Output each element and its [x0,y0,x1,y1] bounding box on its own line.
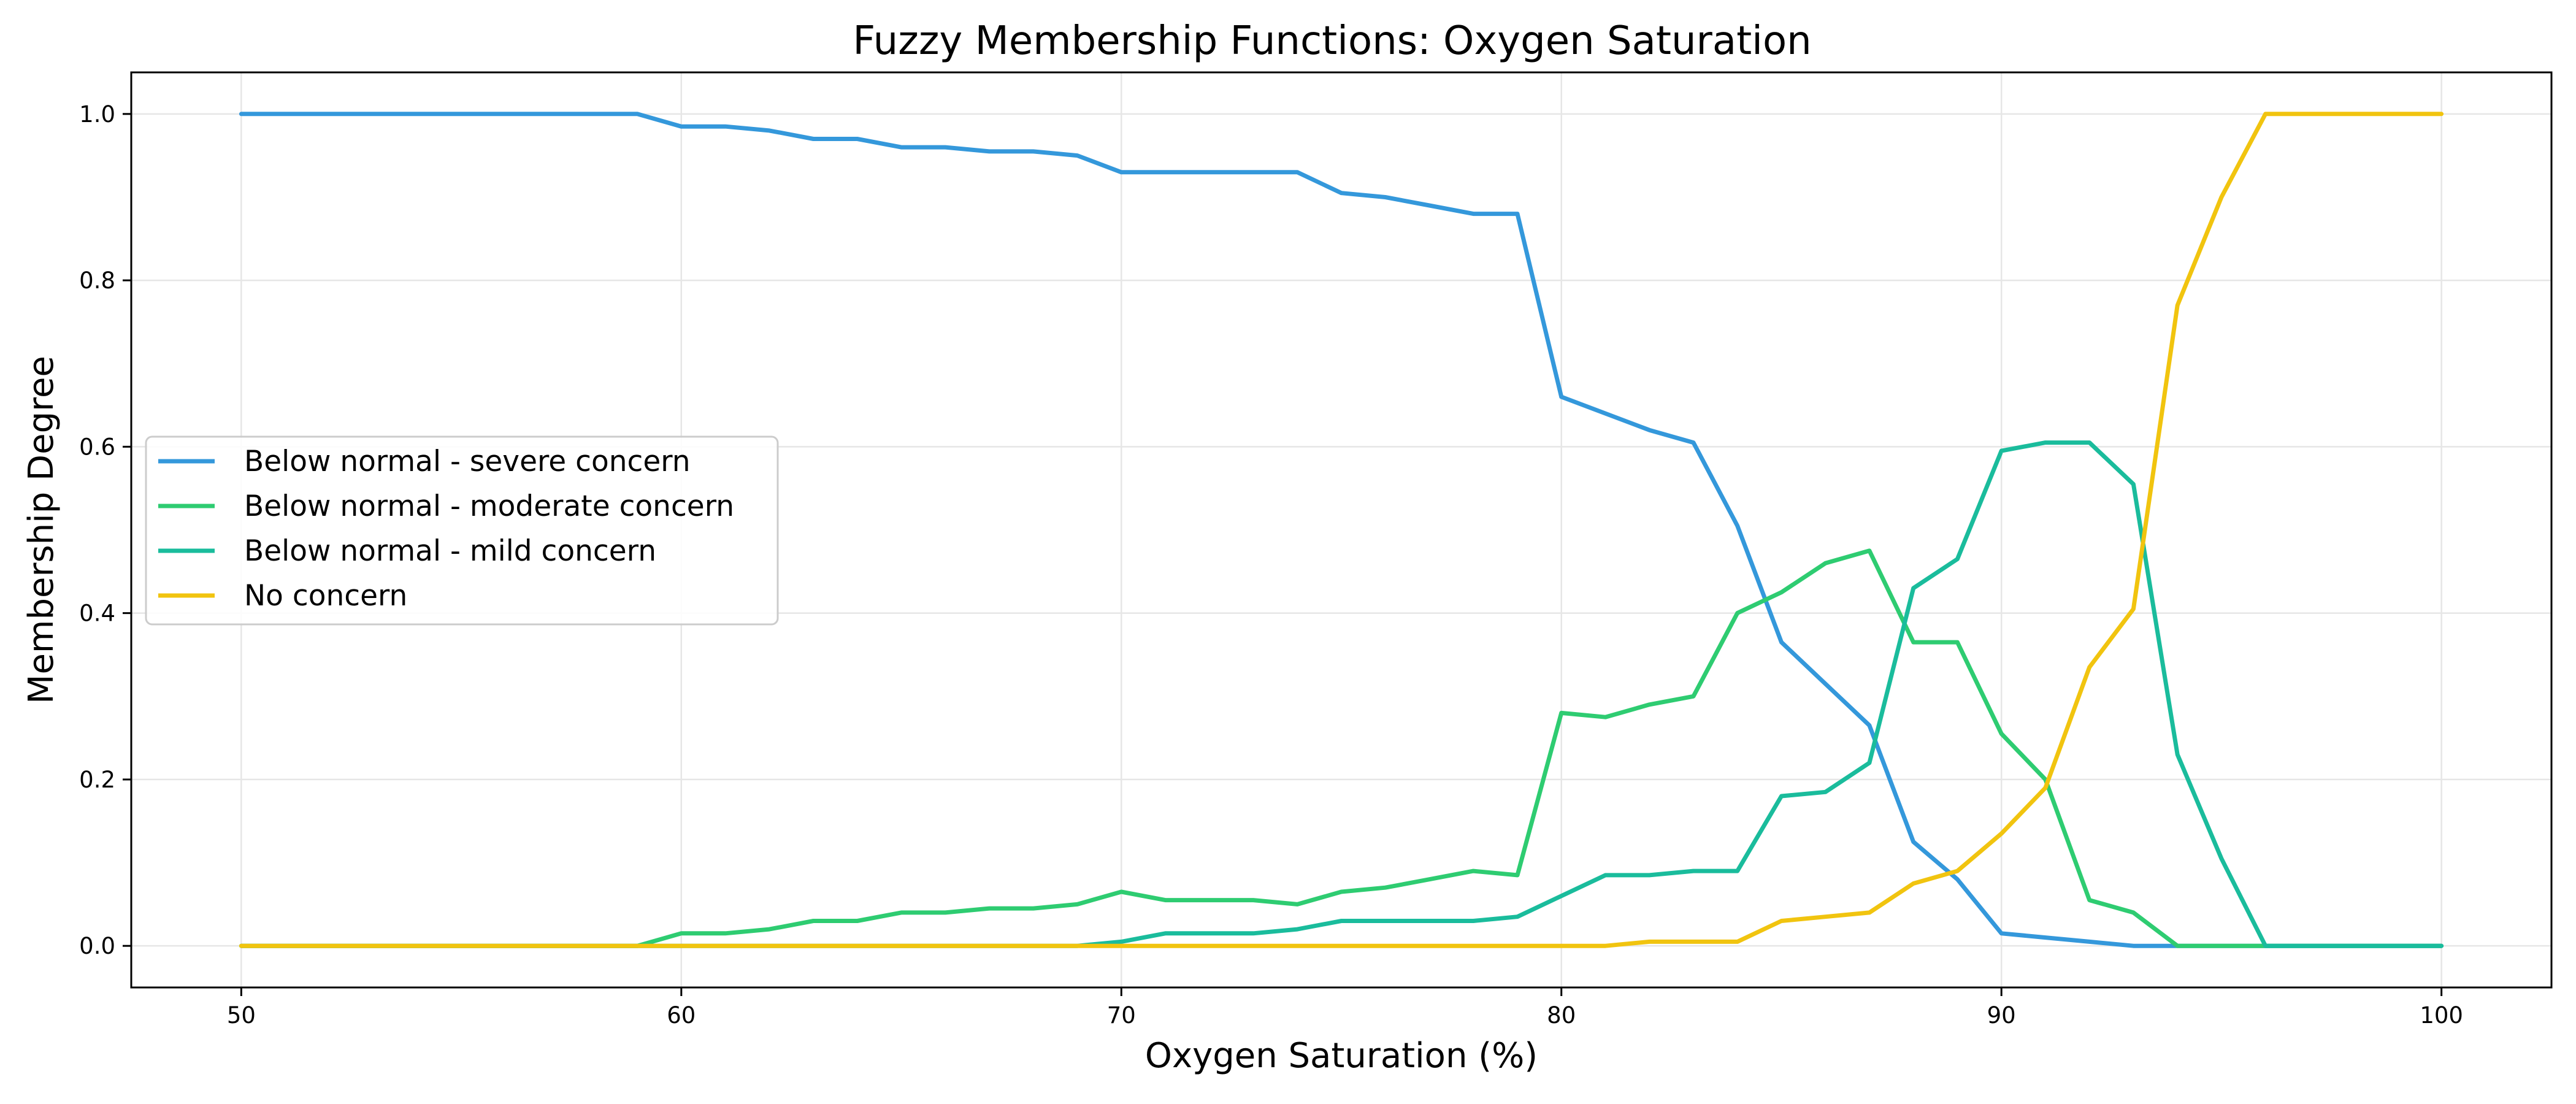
plot-frame [130,71,2553,989]
y-tick-label: 1.0 [79,101,115,128]
x-tick-label: 50 [227,1002,256,1029]
legend-label: Below normal - moderate concern [244,489,734,523]
y-tick-label: 0.4 [79,600,115,627]
legend-label: No concern [244,579,407,613]
y-tick-label: 0.0 [79,933,115,959]
x-tick-label: 100 [2420,1002,2463,1029]
x-axis-label: Oxygen Saturation (%) [1145,1036,1538,1076]
y-tick-label: 0.2 [79,767,115,793]
legend-box [145,435,779,626]
legend-label: Below normal - severe concern [244,445,691,478]
series-line-no-concern [239,112,2444,948]
series-line-below-normal-severe-concern [239,112,2444,948]
y-axis-label: Membership Degree [21,356,61,704]
x-tick-label: 60 [667,1002,696,1029]
x-tick-label: 70 [1107,1002,1136,1029]
x-axis-ticks: 50 60 70 80 90 100 [227,987,2463,1029]
legend-label: Below normal - mild concern [244,534,656,568]
y-axis-ticks: 0.0 0.2 0.4 0.6 0.8 1.0 [79,101,131,959]
x-tick-label: 90 [1987,1002,2016,1029]
y-tick-label: 0.8 [79,267,115,294]
y-tick-label: 0.6 [79,434,115,460]
series-lines [239,112,2444,948]
legend: Below normal - severe concern Below norma… [145,435,779,626]
x-tick-label: 80 [1547,1002,1576,1029]
chart-title: Fuzzy Membership Functions: Oxygen Satur… [853,18,1811,64]
